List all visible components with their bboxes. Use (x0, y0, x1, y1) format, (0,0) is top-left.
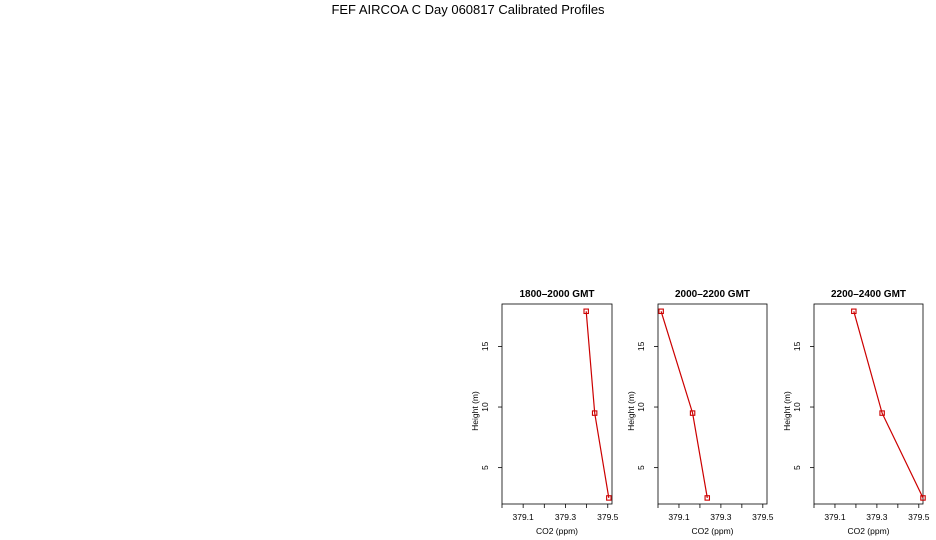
profile-panel: 1800–2000 GMT 379.1 379.3 379.5 5 10 15 CO2 (pp… (470, 289, 619, 536)
y-tick-label: 15 (792, 341, 802, 351)
x-tick-label: 379.5 (752, 512, 774, 522)
x-tick-label: 379.5 (597, 512, 619, 522)
y-axis-label: Height (m) (782, 391, 792, 431)
profile-panel: 2200–2400 GMT 379.1 379.3 379.5 5 10 15 CO2 (pp… (782, 289, 930, 536)
x-tick-label: 379.1 (824, 512, 846, 522)
profile-panel: 2000–2200 GMT 379.1 379.3 379.5 5 10 15 CO2 (pp… (626, 289, 774, 536)
data-point (851, 308, 857, 315)
x-axis-label: CO2 (ppm) (536, 526, 578, 536)
profile-line (660, 311, 708, 499)
y-tick-label: 10 (792, 402, 802, 412)
data-point (879, 410, 885, 416)
panel-title: 1800–2000 GMT (519, 289, 594, 300)
y-tick-label: 5 (792, 465, 802, 470)
x-tick-label: 379.1 (668, 512, 690, 522)
x-tick-label: 379.3 (710, 512, 732, 522)
profile-line (853, 311, 924, 499)
panel-title: 2200–2400 GMT (831, 289, 906, 300)
data-point (704, 495, 711, 501)
plot-frame (813, 303, 924, 505)
x-axis-label: CO2 (ppm) (691, 526, 733, 536)
x-tick-label: 379.3 (555, 512, 577, 522)
data-point (689, 410, 696, 416)
data-point (606, 495, 612, 501)
x-tick-label: 379.1 (513, 512, 535, 522)
x-tick-label: 379.5 (908, 512, 930, 522)
panel-title: 2000–2200 GMT (675, 289, 750, 300)
data-point (583, 308, 589, 315)
data-point (591, 410, 598, 416)
plot-frame (657, 303, 768, 505)
y-tick-label: 10 (636, 402, 646, 412)
y-tick-label: 15 (480, 341, 490, 351)
y-tick-label: 5 (480, 465, 490, 470)
plot-frame (501, 303, 613, 505)
x-tick-label: 379.3 (866, 512, 888, 522)
figure-title: FEF AIRCOA C Day 060817 Calibrated Profi… (331, 2, 605, 17)
y-axis-label: Height (m) (470, 391, 480, 431)
y-tick-label: 10 (480, 402, 490, 412)
x-axis-label: CO2 (ppm) (847, 526, 889, 536)
y-tick-label: 5 (636, 465, 646, 470)
data-point (920, 495, 926, 501)
y-tick-label: 15 (636, 341, 646, 351)
profile-line (585, 311, 610, 498)
y-axis-label: Height (m) (626, 391, 636, 431)
data-point (658, 308, 664, 315)
